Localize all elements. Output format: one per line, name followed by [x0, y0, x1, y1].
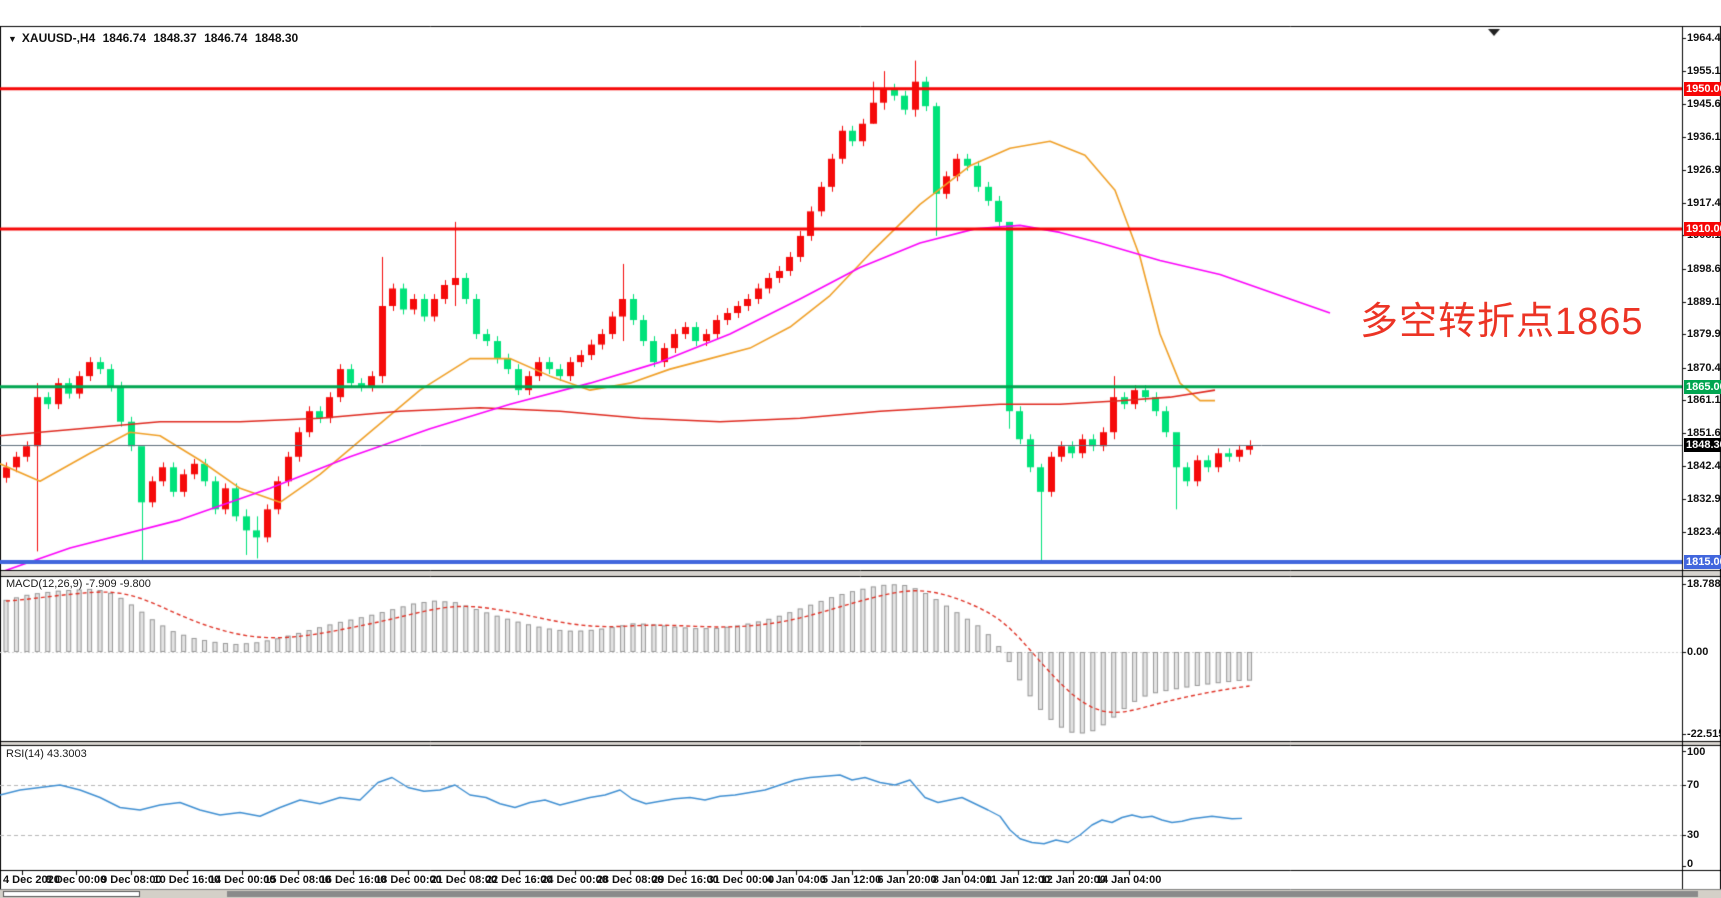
trading-app-window: { "toolbar": { "tools": [ {"name": "char…: [0, 0, 1721, 898]
chart-canvas[interactable]: [0, 0, 1721, 898]
